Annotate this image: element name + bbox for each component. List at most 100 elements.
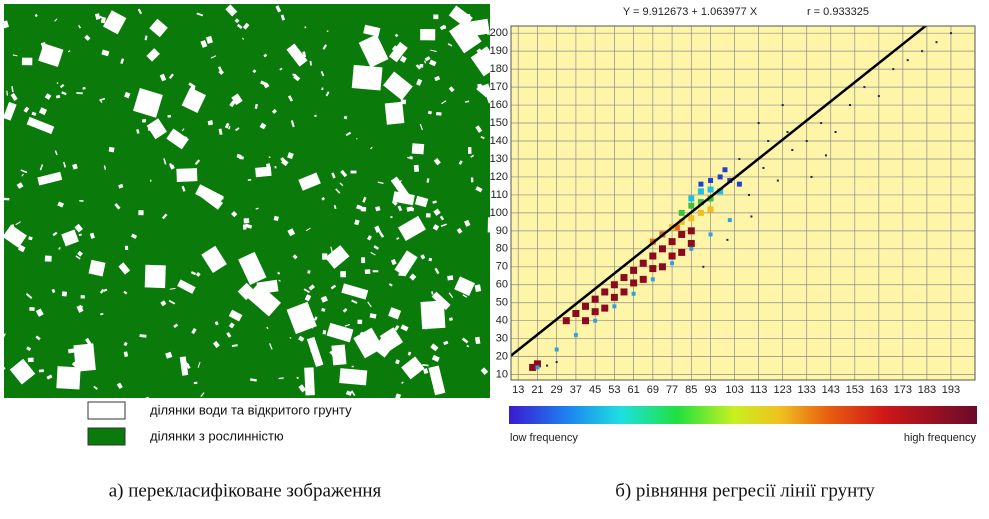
field-patch <box>307 379 310 385</box>
field-patch <box>433 15 438 20</box>
y-tick-label: 80 <box>496 243 508 255</box>
point <box>670 261 674 265</box>
point <box>708 178 713 183</box>
point <box>620 288 627 295</box>
point <box>907 59 909 61</box>
field-patch <box>45 256 52 262</box>
point <box>728 218 732 222</box>
point <box>688 196 694 202</box>
field-patch <box>447 275 453 280</box>
x-tick-label: 143 <box>822 384 840 396</box>
point <box>555 347 559 351</box>
point <box>679 210 685 216</box>
point <box>582 317 589 324</box>
x-tick-label: 103 <box>725 384 743 396</box>
field-patch <box>420 300 445 329</box>
x-tick-label: 113 <box>750 384 768 396</box>
point <box>786 131 788 133</box>
point <box>726 239 728 241</box>
field-patch <box>208 120 213 125</box>
point <box>592 308 599 315</box>
field-patch <box>352 366 354 368</box>
point <box>689 247 693 251</box>
point <box>820 122 822 124</box>
field-patch <box>352 65 383 91</box>
y-tick-label: 130 <box>490 153 508 165</box>
x-tick-label: 13 <box>512 384 524 396</box>
x-tick-label: 183 <box>918 384 936 396</box>
point <box>892 68 894 70</box>
point <box>750 215 752 217</box>
x-tick-label: 173 <box>894 384 912 396</box>
x-tick-label: 77 <box>666 384 678 396</box>
y-tick-label: 140 <box>490 135 508 147</box>
point <box>678 249 685 256</box>
field-patch <box>255 166 271 177</box>
legend-label: ділянки з рослинністю <box>150 428 284 443</box>
point <box>611 281 618 288</box>
chart-subtitle: r = 0.933325 <box>807 6 869 18</box>
point <box>737 182 742 187</box>
legend-swatch <box>88 402 125 419</box>
point <box>601 288 608 295</box>
legend-swatch <box>88 428 125 445</box>
point <box>936 41 938 43</box>
field-patch <box>176 168 197 182</box>
field-patch <box>357 320 362 325</box>
x-tick-label: 193 <box>942 384 960 396</box>
point <box>611 294 618 301</box>
colorbar-label: high frequency <box>904 432 977 444</box>
field-patch <box>420 29 435 40</box>
point <box>878 95 880 97</box>
point <box>659 263 666 270</box>
point <box>535 365 539 369</box>
y-tick-label: 50 <box>496 297 508 309</box>
y-tick-label: 200 <box>490 27 508 39</box>
point <box>782 104 784 106</box>
point <box>722 167 727 172</box>
y-tick-label: 190 <box>490 45 508 57</box>
field-patch <box>73 343 95 371</box>
plot: 1020304050607080901001101201301401501601… <box>490 0 975 396</box>
point <box>574 333 578 337</box>
field-patch <box>4 198 9 201</box>
field-patch <box>39 369 44 372</box>
field-patch <box>396 76 400 80</box>
field-patch <box>351 171 357 174</box>
point <box>698 210 704 216</box>
point <box>582 303 589 310</box>
point <box>688 203 694 209</box>
field-patch <box>76 92 83 94</box>
x-tick-label: 153 <box>846 384 864 396</box>
y-tick-label: 100 <box>490 207 508 219</box>
point <box>563 317 570 324</box>
field-patch <box>194 382 198 384</box>
point <box>758 122 760 124</box>
field-patch <box>365 269 371 274</box>
field-patch <box>468 147 471 154</box>
point <box>651 277 655 281</box>
point <box>708 187 714 193</box>
field-patch <box>22 58 32 66</box>
field-patch <box>304 26 306 28</box>
y-tick-label: 40 <box>496 315 508 327</box>
field-patch <box>150 180 151 182</box>
point <box>825 154 827 156</box>
point <box>718 174 723 179</box>
point <box>698 188 704 194</box>
field-patch <box>477 84 482 91</box>
field-patch <box>109 147 115 152</box>
x-tick-label: 85 <box>685 384 697 396</box>
x-tick-label: 29 <box>551 384 563 396</box>
y-tick-label: 170 <box>490 81 508 93</box>
field-patch <box>169 163 171 165</box>
x-tick-label: 163 <box>870 384 888 396</box>
field-patch <box>28 358 34 362</box>
field-patch <box>426 213 431 217</box>
point <box>950 32 952 34</box>
field-patch <box>269 156 271 158</box>
point <box>678 231 685 238</box>
point <box>688 240 695 247</box>
colorbar-label: low frequency <box>510 432 578 444</box>
point <box>698 182 703 187</box>
